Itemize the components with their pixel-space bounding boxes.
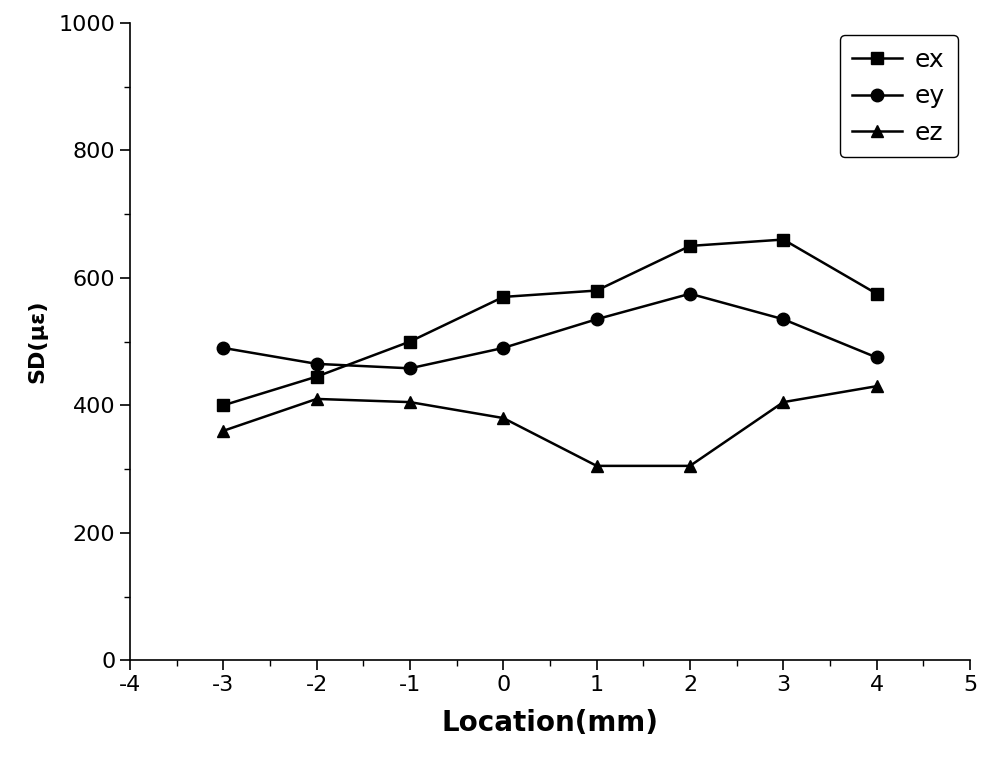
ez bbox=[684, 461, 696, 471]
ez bbox=[311, 395, 323, 404]
Line: ex: ex bbox=[217, 233, 883, 411]
ey bbox=[497, 343, 509, 352]
ez bbox=[217, 427, 229, 436]
ex bbox=[404, 337, 416, 346]
ex bbox=[497, 292, 509, 301]
Legend: ex, ey, ez: ex, ey, ez bbox=[840, 35, 958, 157]
ey bbox=[217, 343, 229, 352]
ey bbox=[777, 315, 789, 324]
Line: ey: ey bbox=[217, 288, 883, 375]
ex bbox=[684, 241, 696, 250]
ez bbox=[871, 382, 883, 391]
ex bbox=[311, 372, 323, 381]
ey bbox=[311, 359, 323, 368]
ex bbox=[871, 289, 883, 298]
ez bbox=[404, 398, 416, 407]
ex bbox=[591, 286, 603, 295]
ey bbox=[404, 364, 416, 373]
ex bbox=[777, 235, 789, 244]
ey bbox=[591, 315, 603, 324]
Line: ez: ez bbox=[217, 380, 883, 472]
ey bbox=[684, 289, 696, 298]
ey bbox=[871, 353, 883, 362]
ez bbox=[497, 414, 509, 423]
ez bbox=[777, 398, 789, 407]
Y-axis label: SD(με): SD(με) bbox=[27, 300, 47, 383]
ez bbox=[591, 461, 603, 471]
X-axis label: Location(mm): Location(mm) bbox=[442, 709, 658, 737]
ex bbox=[217, 401, 229, 410]
